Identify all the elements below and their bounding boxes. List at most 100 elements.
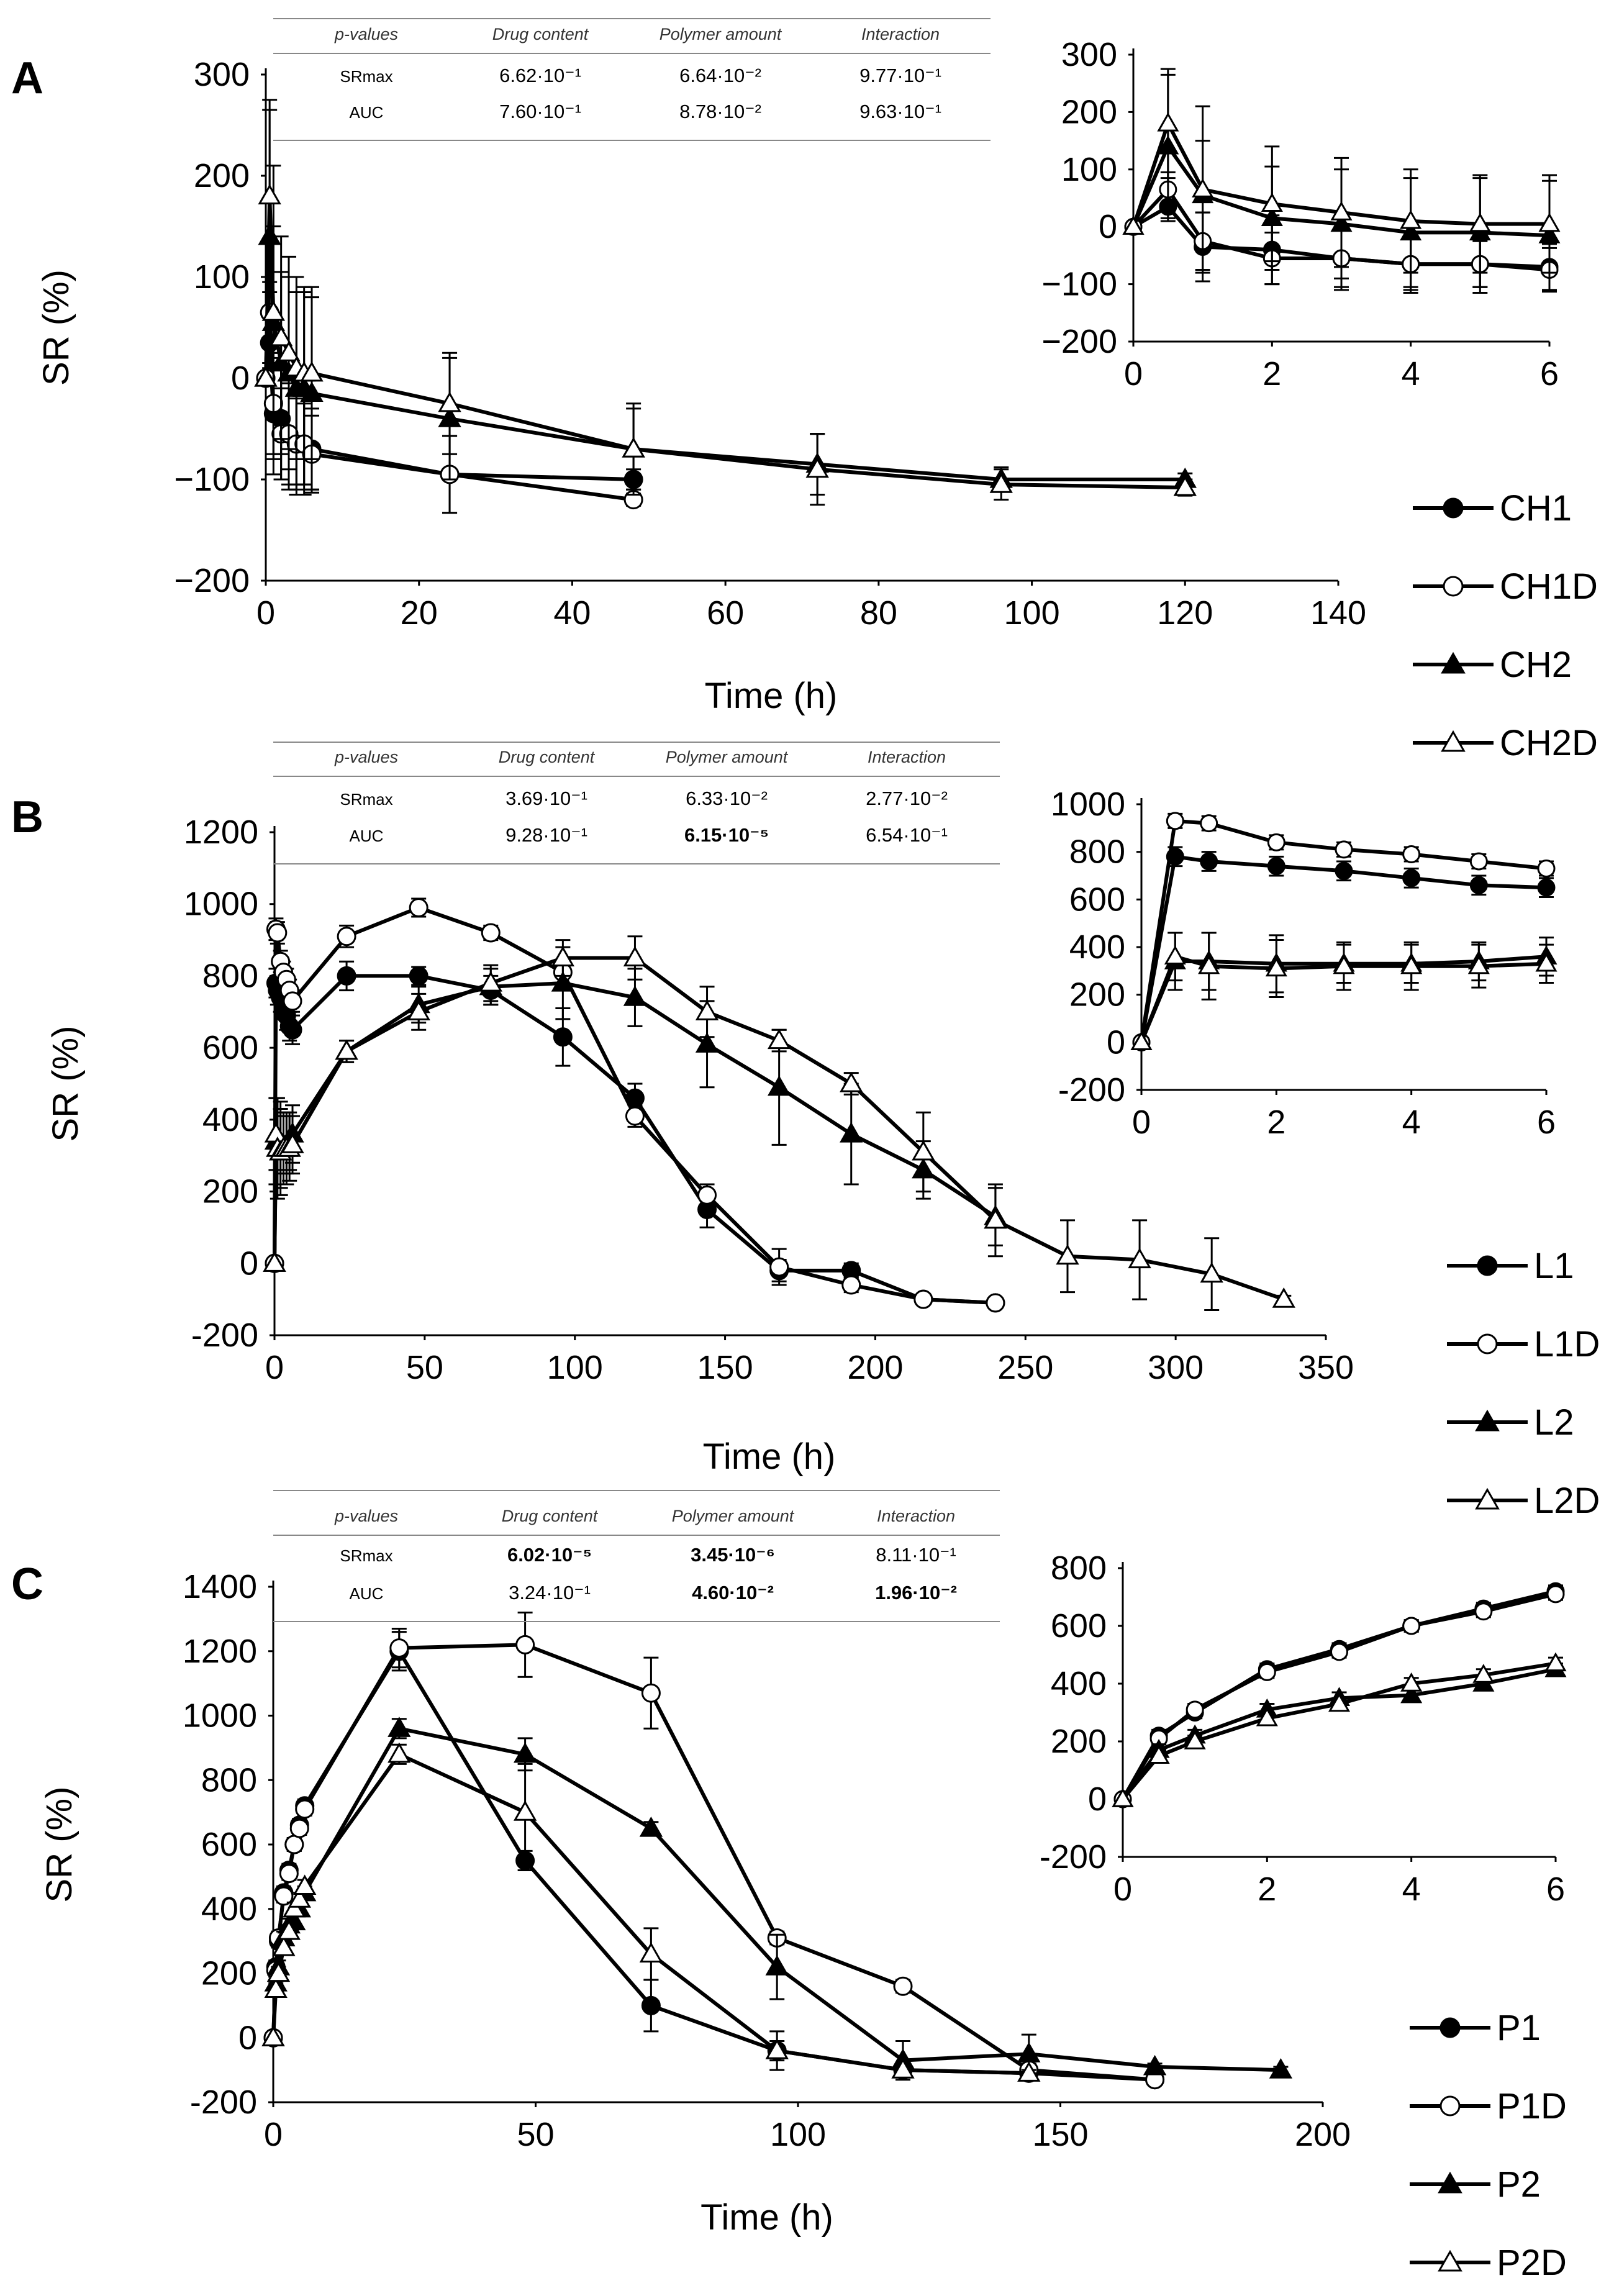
table-header: Interaction [861,25,940,43]
main-point-p1d [893,1976,913,1996]
inset-point-p1d [1186,1700,1204,1719]
table-cell: 6.33·10⁻² [686,787,768,809]
pvalue-table: p-values Drug content Polymer amount Intera… [273,1490,1000,1622]
legend-label: CH1 [1500,488,1572,529]
table-cell: 3.69·10⁻¹ [506,787,587,809]
table-row-label: SRmax [340,67,392,86]
main-point-l1d [625,1106,645,1126]
inset-point-p1d [1402,1617,1421,1635]
main-x-tick-label: 20 [401,594,438,632]
main-y-tick-label: 1200 [184,814,258,851]
table-header: Drug content [502,1507,599,1525]
table-header: Drug content [492,25,589,43]
main-series-ch2d [254,99,1197,506]
main-x-tick-label: 0 [264,2116,283,2153]
main-x-tick-label: 50 [517,2116,554,2153]
main-point-p2d [1017,2061,1041,2082]
main-point-l1d [986,1293,1005,1313]
main-point-p2d [513,1800,537,1821]
main-point-p2d [765,2038,789,2059]
main-point-l1 [409,966,428,986]
inset-point-l2d [1535,952,1557,972]
legend-item-l1: L1 [1447,1246,1574,1286]
legend-label: L1D [1534,1324,1600,1364]
inset-point-l2d [1467,955,1490,974]
table-cell: 9.77·10⁻¹ [859,65,941,86]
main-point-p2d [293,1874,317,1895]
panel-b: B0 50 100 150 200 250 300 350120010008006004002… [11,742,1600,1521]
table-cell: 9.28·10⁻¹ [506,824,587,846]
inset-point-l2d [1130,1031,1153,1051]
main-x-tick-label: 80 [860,594,897,632]
main-point-l2d [1272,1287,1295,1308]
main-point-l2d [912,1140,935,1161]
panel-letter: A [11,53,43,103]
main-y-tick-label: 400 [201,1890,257,1928]
inset-x-tick-label: 6 [1546,1871,1565,1908]
table-cell: 7.60·10⁻¹ [499,101,581,122]
legend: L1 L1D L2 L2D [1447,1246,1600,1521]
main-series-l2d [263,935,1295,1311]
main-x-tick-label: 100 [770,2116,826,2153]
table-cell: 6.15·10⁻⁵ [684,824,769,846]
main-point-l1d [268,923,288,943]
main-point-p1d [289,1818,309,1838]
legend-marker [1477,1255,1498,1276]
legend: CH1 CH1D CH2 CH2D [1413,488,1598,763]
inset-point-p1d [1546,1585,1565,1604]
inset-point-l1 [1335,861,1353,880]
main-x-tick-label: 150 [1032,2116,1088,2153]
inset-x-tick-label: 6 [1540,355,1559,392]
inset-point-l1 [1469,876,1488,894]
inset-y-tick-label: 800 [1051,1550,1107,1587]
main-point-l2 [840,1122,863,1143]
inset-y-tick-label: −200 [1041,323,1117,360]
main-point-p2d [639,1942,663,1962]
main-y-tick-label: -200 [190,2084,257,2121]
inset-x-tick-label: 0 [1113,1871,1132,1908]
table-cell: 8.78·10⁻² [679,101,761,122]
main-point-l1d [841,1275,861,1295]
inset-point-p2d [1148,1745,1170,1764]
main-point-l2d [281,1133,304,1153]
table-cell: 3.45·10⁻⁶ [691,1544,775,1566]
inset-y-tick-label: -200 [1040,1838,1107,1876]
inset-y-tick-label: 100 [1061,151,1117,188]
main-point-l2d [335,1039,358,1060]
table-cell: 4.60·10⁻² [692,1582,774,1604]
main-point-l2 [695,1032,719,1053]
main-point-l1 [283,1020,302,1040]
main-x-tick-label: 0 [256,594,275,632]
main-point-l2 [551,971,575,992]
legend-item-p2d: P2D [1410,2243,1567,2283]
main-point-l2d [1128,1248,1151,1269]
legend-item-ch1: CH1 [1413,488,1572,529]
legend-label: P2 [1497,2164,1541,2205]
main-x-tick-label: 150 [697,1349,753,1386]
main-x-tick-label: 350 [1298,1349,1354,1386]
main-point-ch2d [438,391,461,412]
main-y-tick-label: 800 [202,957,258,994]
legend-marker [1443,497,1464,519]
legend-label: L2D [1534,1481,1600,1521]
main-y-tick-label: 200 [194,157,250,194]
legend-item-l1d: L1D [1447,1324,1600,1364]
x-axis-title: Time (h) [703,1436,836,1477]
inset-y-tick-label: 200 [1051,1723,1107,1760]
table-row-label: SRmax [340,1546,392,1565]
table-header: Interaction [877,1507,955,1525]
inset-point-ch2d [1192,178,1214,197]
inset-series-p2d [1112,1652,1567,1807]
inset-point-p2d [1400,1672,1423,1692]
panel-c: C0 50 100 150 2001400120010008006004002000-2… [11,1490,1574,2283]
main-point-p1d [295,1799,315,1819]
inset-point-l1d [1166,812,1184,830]
main-point-p1d [279,1864,299,1884]
main-point-l1d [697,1185,717,1205]
main-point-p2d [388,1742,411,1763]
main-x-tick-label: 60 [707,594,744,632]
inset-point-p2d [1544,1652,1567,1672]
inset-point-l1 [1267,857,1285,876]
